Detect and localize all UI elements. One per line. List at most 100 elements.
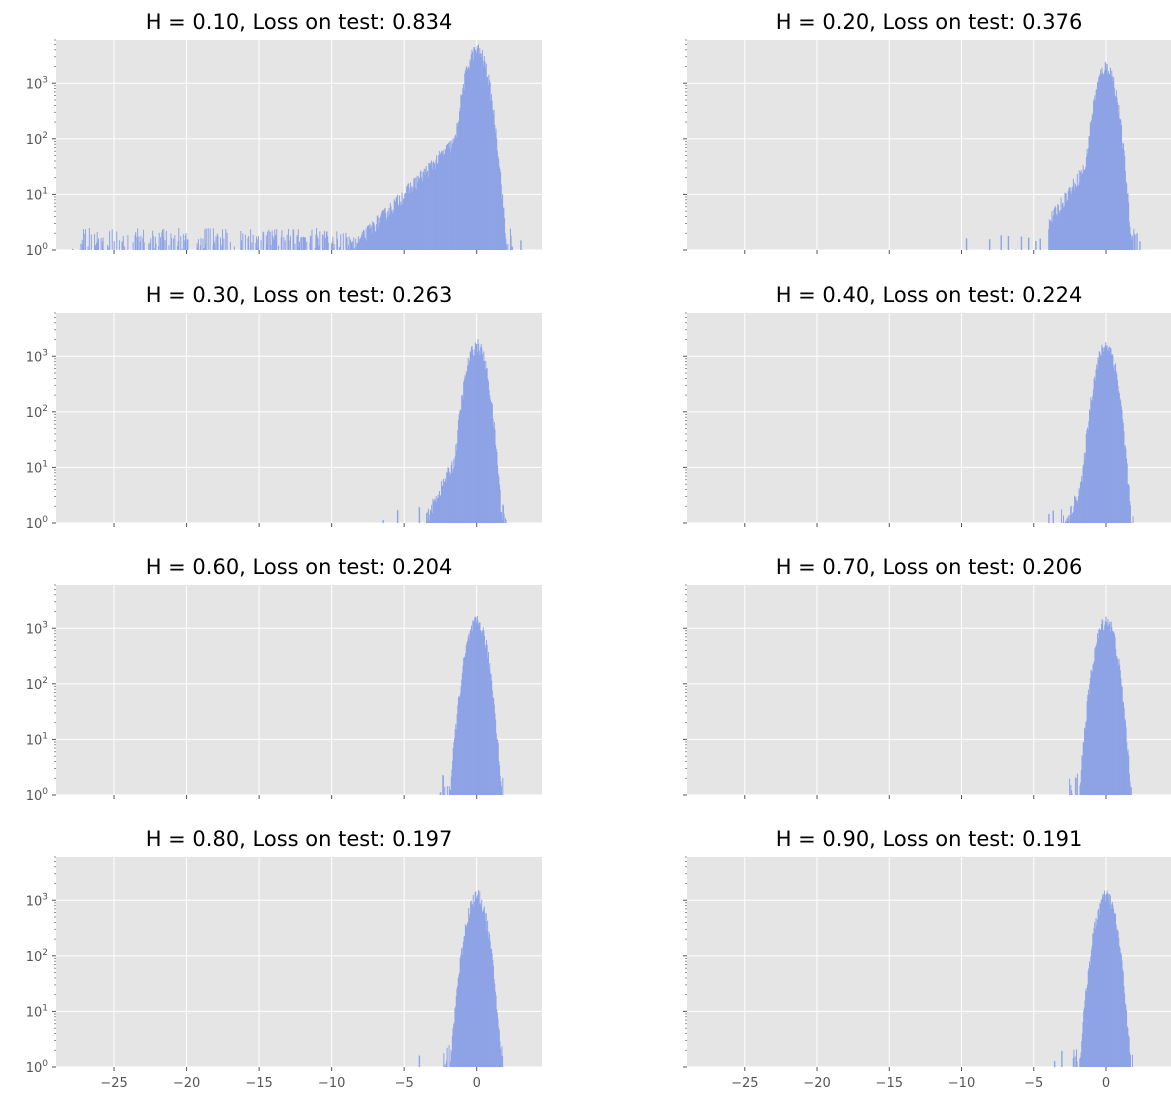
histogram-bar — [1085, 452, 1087, 523]
histogram-bar — [1104, 345, 1106, 523]
histogram-bar — [351, 241, 353, 250]
histogram-bar — [373, 223, 375, 250]
histogram-bar — [361, 235, 363, 250]
histogram-bar — [1088, 967, 1090, 1067]
histogram-bar — [396, 196, 398, 250]
histogram-bar — [1133, 228, 1135, 250]
histogram-bar — [1126, 183, 1128, 250]
histogram-bar — [1128, 221, 1130, 250]
histogram-bar — [485, 921, 487, 1067]
histogram-bar — [1115, 913, 1117, 1067]
histogram-bar — [1094, 922, 1096, 1067]
histogram-bar — [127, 235, 129, 250]
histogram-bar — [459, 107, 461, 250]
histogram-bar — [1118, 937, 1120, 1067]
histogram-bar — [361, 231, 363, 250]
histogram-bar — [1098, 351, 1100, 523]
histogram-bar — [401, 192, 403, 250]
histogram-bar — [496, 1012, 498, 1067]
histogram-bar — [1085, 166, 1087, 250]
histogram-bar — [460, 96, 462, 250]
histogram-bar — [435, 496, 437, 523]
histogram-bar — [1087, 427, 1089, 523]
histogram-bar — [102, 237, 104, 250]
histogram-bar — [442, 774, 444, 795]
histogram-bar — [406, 186, 408, 250]
histogram-bar — [1106, 64, 1108, 251]
histogram-bar — [1091, 670, 1093, 795]
histogram-bar — [383, 208, 385, 250]
histogram-bar — [461, 94, 463, 251]
histogram-bar — [451, 1035, 453, 1067]
histogram-bar — [485, 63, 487, 251]
histogram-bar — [260, 240, 262, 250]
histogram-bar — [377, 215, 379, 250]
histogram-bar — [499, 168, 501, 250]
histogram-bar — [1101, 67, 1103, 250]
histogram-bar — [473, 906, 475, 1067]
histogram-bar — [436, 155, 438, 250]
histogram-bar — [497, 473, 499, 523]
histogram-bar — [370, 225, 372, 250]
histogram-bar — [453, 458, 455, 523]
histogram-bar — [443, 1053, 445, 1067]
histogram-bar — [1120, 677, 1122, 795]
histogram-bar — [1067, 191, 1069, 250]
histogram-bar — [459, 958, 461, 1067]
histogram-bar — [94, 245, 96, 250]
histogram-bar — [488, 74, 490, 250]
histogram-bar — [292, 229, 294, 250]
histogram-bar — [470, 629, 472, 795]
histogram-bar — [301, 237, 303, 250]
histogram-bar — [386, 217, 388, 250]
histogram-bar — [464, 935, 466, 1067]
histogram-bar — [1130, 786, 1132, 795]
histogram-bar — [1050, 220, 1052, 250]
histogram-bar — [1121, 685, 1123, 795]
histogram-bar — [408, 193, 410, 250]
histogram-bar — [1104, 70, 1106, 250]
histogram-bar — [1076, 1049, 1078, 1067]
histogram-bar — [1115, 648, 1117, 795]
y-tick-label: 100 — [26, 787, 49, 804]
histogram-bar — [487, 920, 489, 1067]
histogram-bar — [448, 148, 450, 250]
histogram-bar — [271, 230, 273, 250]
histogram-bar — [150, 238, 152, 250]
histogram-bar — [482, 627, 484, 795]
histogram-bar — [461, 395, 463, 523]
histogram-bar — [492, 697, 494, 795]
histogram-bar — [1103, 896, 1105, 1067]
histogram-bar — [1109, 346, 1111, 523]
y-tick-label: 100 — [26, 1059, 49, 1076]
histogram-bar — [168, 245, 170, 250]
histogram-bar — [439, 792, 441, 795]
histogram-bar — [452, 1028, 454, 1067]
histogram-outlier-bar — [1053, 1061, 1056, 1067]
y-tick-label: 102 — [26, 948, 48, 965]
histogram-bar — [404, 193, 406, 250]
histogram-bar — [503, 207, 505, 250]
histogram-bar — [1074, 777, 1076, 795]
histogram-bar — [1110, 631, 1112, 795]
histogram-bar — [1107, 892, 1109, 1067]
histogram-bar — [1119, 398, 1121, 523]
histogram-bar — [1098, 77, 1100, 250]
histogram-bar — [333, 243, 335, 250]
histogram-bar — [355, 246, 357, 250]
histogram-bar — [427, 508, 429, 523]
histogram-bar — [1055, 207, 1057, 250]
histogram-bar — [452, 468, 454, 523]
histogram-bar — [489, 663, 491, 795]
histogram-bar — [1107, 350, 1109, 523]
histogram-bar — [294, 243, 296, 250]
histogram-bar — [492, 965, 494, 1067]
histogram-bar — [1111, 901, 1113, 1067]
histogram-bar — [1106, 622, 1108, 795]
histogram-bar — [433, 500, 435, 523]
histogram-bar — [1090, 397, 1092, 523]
histogram-bar — [173, 238, 175, 250]
histogram-bar — [1080, 782, 1082, 795]
histogram-bar — [1072, 178, 1074, 250]
histogram-bar — [1113, 87, 1115, 250]
